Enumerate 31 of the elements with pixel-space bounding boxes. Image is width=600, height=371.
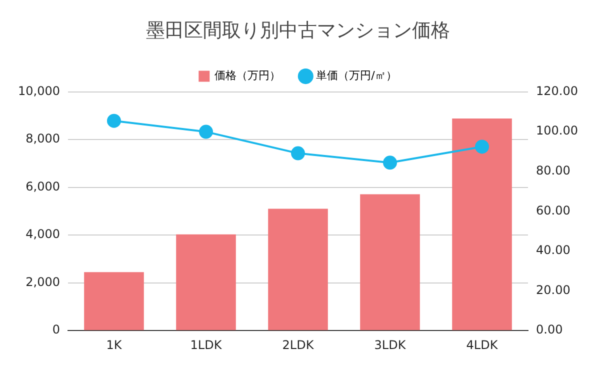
y2-tick-label: 100.00 (536, 124, 578, 138)
y2-tick-label: 80.00 (536, 164, 570, 178)
point (106, 114, 121, 128)
point (198, 124, 213, 139)
y-tick-label: 2,000 (26, 274, 60, 289)
y2-tick-label: 20.00 (536, 282, 570, 297)
x-tick-label: 1LDK (190, 338, 223, 352)
point (383, 156, 398, 170)
bar (452, 118, 512, 330)
y2-tick-label: 60.00 (536, 203, 570, 218)
y2-tick-label: 120.00 (536, 84, 578, 98)
y-tick-label: 6,000 (26, 179, 60, 194)
legend-label: 単価（万円/㎡） (316, 69, 397, 82)
y-tick-label: 10,000 (18, 84, 60, 98)
y-tick-label: 0 (52, 322, 60, 337)
x-tick-label: 2LDK (282, 338, 315, 352)
bar (176, 234, 236, 330)
y-tick-label: 4,000 (26, 227, 60, 242)
x-tick-label: 4LDK (466, 338, 499, 352)
y-tick-label: 8,000 (26, 132, 60, 146)
y2-tick-label: 0.00 (536, 322, 563, 337)
bar (360, 194, 420, 330)
x-tick-label: 3LDK (374, 338, 407, 352)
bar (84, 272, 144, 330)
point (291, 146, 305, 160)
bar (268, 208, 328, 330)
x-tick-label: 1K (106, 338, 123, 352)
y2-tick-label: 40.00 (536, 243, 570, 258)
legend-label: 価格（万円） (214, 69, 281, 82)
chart-title: 墨田区間取り別中古マンション価格 (146, 19, 450, 42)
point (475, 140, 490, 154)
